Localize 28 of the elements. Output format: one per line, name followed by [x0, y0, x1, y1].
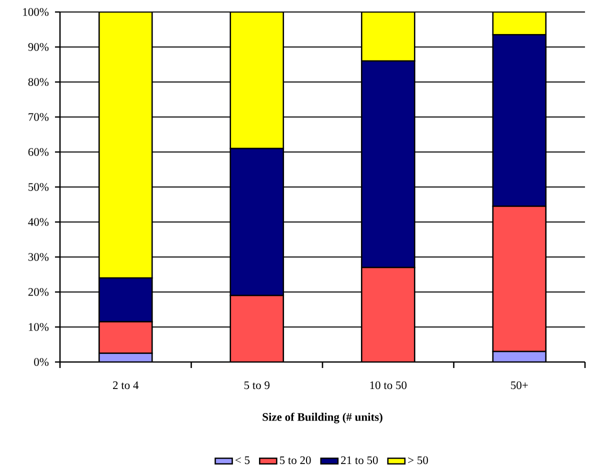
bar — [98, 12, 153, 279]
x-tick-label: 2 to 4 — [113, 381, 139, 390]
bar — [230, 296, 284, 362]
bar — [492, 12, 547, 36]
y-tick-label: 40% — [28, 218, 49, 226]
bar — [98, 321, 153, 354]
x-tick-label: 10 to 50 — [370, 381, 407, 390]
y-tick-label: 20% — [28, 288, 49, 296]
bar — [360, 12, 416, 62]
bar — [362, 268, 415, 362]
y-tick-label: 10% — [28, 323, 49, 331]
bar — [492, 206, 547, 352]
y-tick-label: 50% — [28, 183, 49, 191]
legend-label: > 50 — [408, 456, 428, 464]
y-tick-label: 80% — [28, 78, 49, 86]
y-tick-label: 60% — [28, 148, 49, 156]
x-axis-title: Size of Building (# units) — [262, 412, 382, 424]
y-tick-label: 70% — [28, 113, 49, 121]
y-tick-label: 0% — [34, 358, 49, 366]
legend-label: 5 to 20 — [280, 456, 311, 464]
y-tick-label: 100% — [23, 8, 49, 16]
legend-label: 21 to 50 — [341, 456, 378, 464]
y-tick-label: 90% — [28, 43, 49, 51]
bar — [230, 12, 284, 150]
x-tick-label: 50+ — [511, 381, 528, 390]
x-tick-label: 5 to 9 — [244, 381, 270, 390]
legend-label: < 5 — [235, 456, 250, 464]
y-tick-label: 30% — [28, 253, 49, 261]
